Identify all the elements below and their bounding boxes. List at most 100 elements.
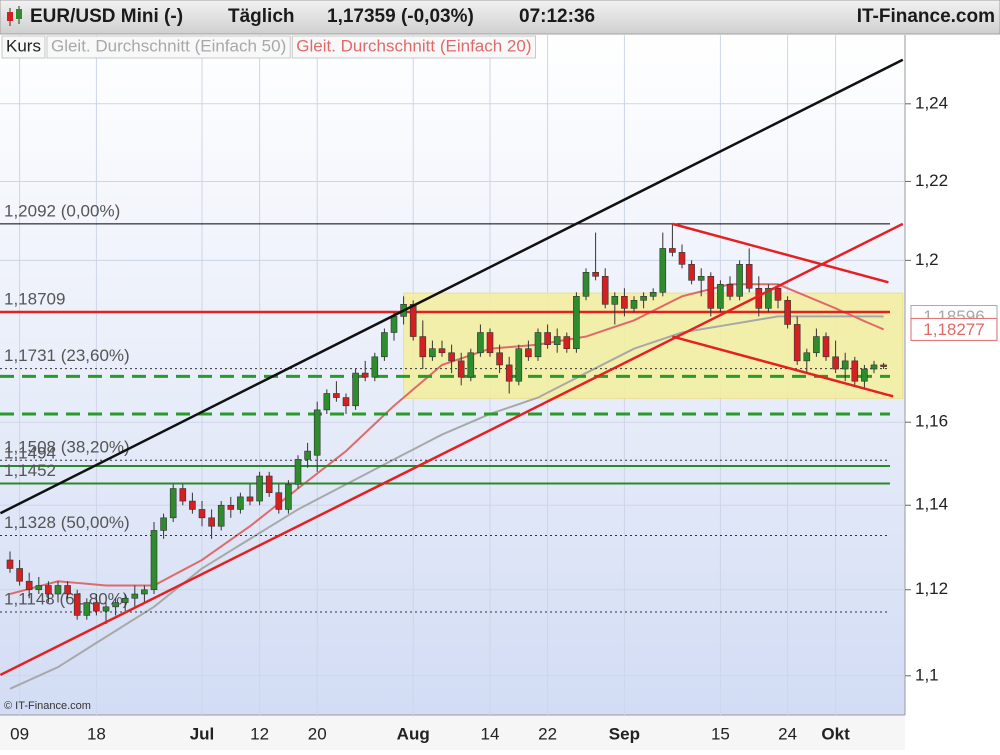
candle-body	[323, 393, 331, 411]
candle-body	[880, 364, 887, 367]
x-tick-label: Jul	[190, 724, 215, 743]
x-tick-label: 20	[308, 724, 327, 743]
x-tick-label: 12	[250, 724, 269, 743]
candle-body	[813, 336, 820, 354]
candle-body	[381, 332, 388, 358]
trendline	[672, 222, 889, 284]
candle-body	[198, 509, 206, 519]
candle-body	[265, 475, 273, 493]
x-tick-label: 14	[481, 724, 500, 743]
candle-body	[352, 372, 359, 407]
axis-panel	[905, 35, 1000, 750]
candle-body	[745, 264, 753, 289]
candle-body	[237, 496, 244, 510]
candle-body	[553, 336, 561, 345]
candle-body	[525, 348, 532, 358]
candle-body	[755, 287, 763, 309]
trendline	[672, 335, 894, 398]
candle-body	[419, 336, 427, 358]
candle-body	[582, 272, 590, 297]
candle-body	[131, 593, 139, 599]
candle-body	[563, 336, 571, 349]
candle-body	[649, 291, 657, 297]
candle-body	[678, 252, 686, 265]
candle-body	[496, 352, 503, 366]
candle-body	[160, 517, 167, 531]
candle-body	[54, 585, 62, 595]
x-axis-panel	[0, 715, 905, 750]
candle-body	[736, 264, 743, 297]
candle-body	[697, 275, 705, 281]
level-label: 1,1508 (38,20%)	[4, 438, 130, 457]
candle-body	[765, 287, 772, 309]
trendline	[0, 58, 904, 515]
candle-body	[726, 283, 734, 297]
y-tick-label: 1,2	[915, 250, 939, 269]
candle-body	[841, 360, 849, 370]
candle-body	[294, 459, 302, 485]
x-tick-label: 15	[711, 724, 730, 743]
candle-body	[505, 364, 513, 382]
candle-body	[669, 248, 676, 253]
candle-body	[150, 530, 158, 591]
icon-candle	[16, 9, 22, 19]
candle-body	[35, 585, 43, 591]
legend-label: Gleit. Durchschnitt (Einfach 20)	[296, 36, 531, 55]
candle-body	[25, 580, 33, 591]
last-value-box	[910, 317, 998, 341]
level-label: 1,2092 (0,00%)	[4, 201, 120, 220]
legend-box	[46, 35, 291, 59]
candle-body	[246, 496, 254, 502]
candle-body	[304, 450, 311, 460]
x-tick-label: 22	[538, 724, 557, 743]
candle-body	[16, 568, 23, 582]
candle-body	[93, 602, 100, 612]
x-tick-label: Okt	[821, 724, 850, 743]
y-tick-label: 1,1	[915, 665, 939, 684]
candle-body	[486, 332, 494, 354]
candle-body	[333, 393, 340, 398]
candle-body	[227, 504, 235, 510]
candle-body	[169, 488, 177, 519]
level-label: 1,18709	[4, 289, 65, 308]
header-icon	[7, 6, 22, 26]
legend-label: Kurs	[6, 36, 41, 55]
legend-box	[291, 35, 536, 59]
y-tick-label: 1,14	[915, 495, 948, 514]
x-tick-label: Aug	[397, 724, 430, 743]
candle-body	[659, 248, 667, 293]
last-value-label: 1,18277	[923, 320, 984, 339]
level-label: 1,1328 (50,00%)	[4, 513, 130, 532]
x-tick-label: 18	[87, 724, 106, 743]
candle-body	[361, 372, 369, 378]
candle-body	[342, 397, 350, 407]
legend-box	[1, 35, 46, 59]
candle-body	[45, 585, 52, 595]
candle-body	[630, 300, 638, 309]
level-label: 1,1731 (23,60%)	[4, 346, 130, 365]
plot-area: 1,2092 (0,00%) 1,18709 1,1731 (23,60%) 1,15…	[0, 35, 905, 715]
candle-body	[102, 606, 110, 612]
candle-body	[285, 484, 292, 510]
candle-body	[64, 585, 71, 595]
candle-body	[793, 324, 801, 362]
candle-body	[6, 559, 14, 569]
candle-body	[112, 602, 119, 608]
y-tick-label: 1,22	[915, 171, 948, 190]
copyright: © IT-Finance.com	[4, 700, 91, 712]
candle-body	[621, 295, 628, 309]
candle-body	[275, 492, 283, 510]
candle-body	[467, 352, 475, 378]
x-tick-label: Sep	[609, 724, 640, 743]
header-bar	[0, 0, 1000, 35]
candle-body	[448, 352, 455, 362]
candle-body	[573, 295, 580, 349]
candle-body	[256, 475, 263, 502]
chart-title: EUR/USD Mini (-)	[30, 6, 183, 27]
candle-body	[611, 295, 619, 305]
candle-body	[438, 348, 446, 354]
candle-body	[409, 304, 417, 337]
candle-body	[832, 356, 839, 370]
candle-body	[217, 504, 225, 527]
